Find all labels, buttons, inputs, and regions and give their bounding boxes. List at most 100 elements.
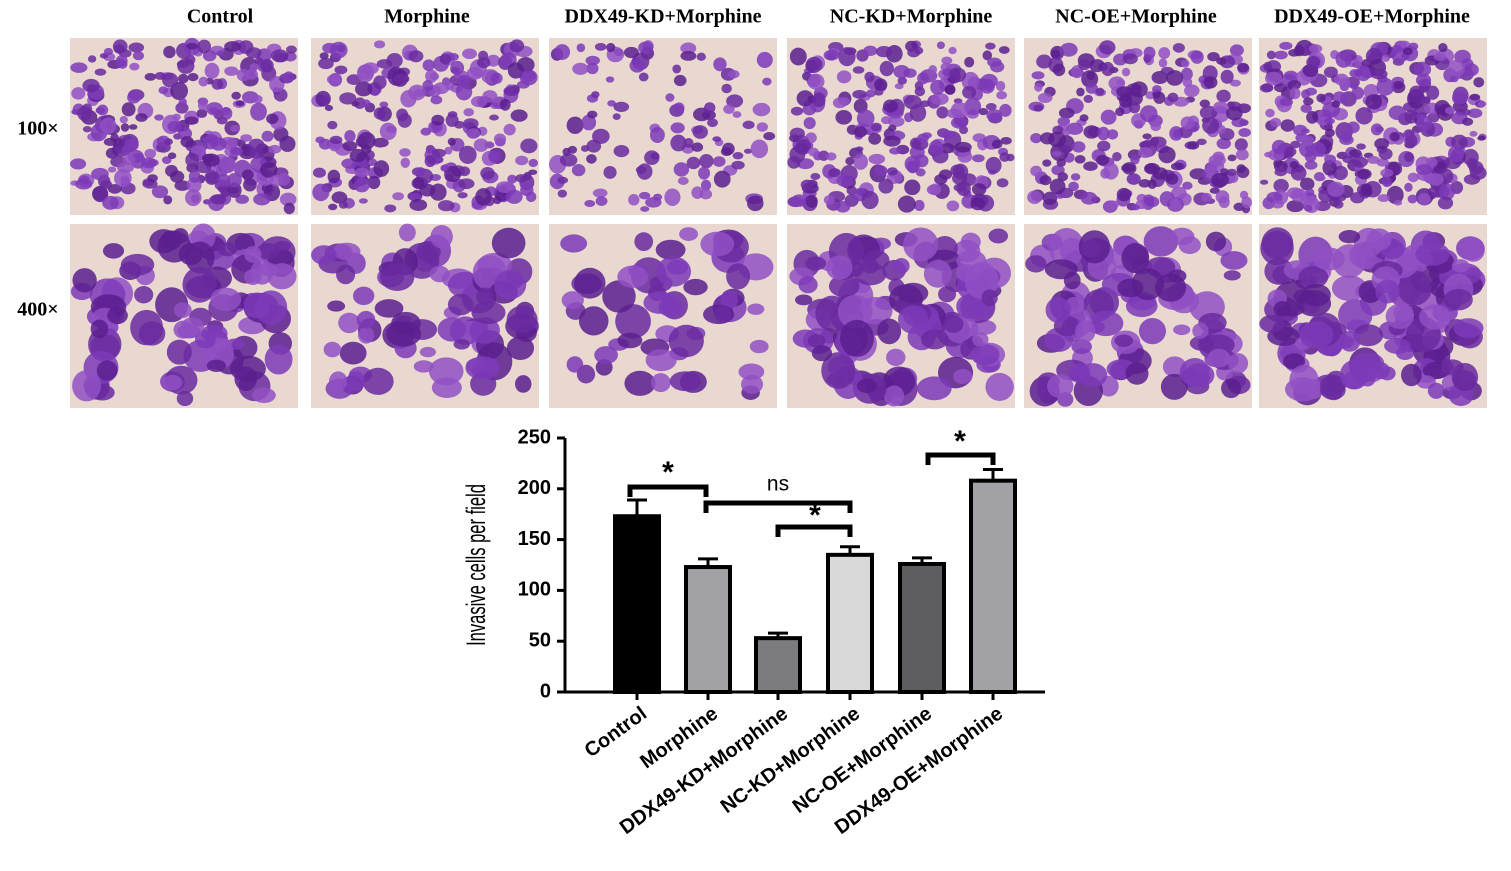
- stained-cell: [628, 194, 640, 206]
- stained-cell: [887, 116, 905, 127]
- stained-cell: [114, 169, 132, 188]
- stained-cell: [1391, 81, 1406, 94]
- stained-cell: [1408, 42, 1419, 51]
- stained-cell: [1235, 148, 1249, 161]
- stained-cell: [1288, 49, 1300, 57]
- stained-cell: [243, 292, 271, 318]
- stained-cell: [455, 83, 473, 101]
- stained-cell: [285, 45, 297, 54]
- stained-cell: [1045, 297, 1071, 323]
- stained-cell: [185, 54, 196, 65]
- stained-cell: [235, 100, 245, 107]
- stained-cell: [261, 183, 273, 193]
- stained-cell: [516, 80, 530, 89]
- stained-cell: [173, 302, 192, 318]
- stained-cell: [1400, 363, 1422, 387]
- stained-cell: [795, 294, 813, 306]
- stained-cell: [185, 189, 202, 207]
- stained-cell: [923, 259, 952, 288]
- stained-cell: [1081, 239, 1101, 258]
- stained-cell: [1279, 98, 1294, 107]
- stained-cell: [865, 89, 876, 98]
- stained-cell: [154, 72, 166, 80]
- stained-cell: [203, 134, 218, 150]
- stained-cell: [680, 42, 697, 54]
- stained-cell: [985, 42, 996, 50]
- stained-cell: [457, 192, 468, 199]
- stained-cell: [311, 245, 337, 265]
- stained-cell: [437, 200, 455, 212]
- stained-cell: [408, 84, 426, 101]
- stained-cell: [170, 81, 189, 101]
- stained-cell: [334, 65, 348, 75]
- stained-cell: [938, 169, 953, 180]
- stained-cell: [1051, 150, 1062, 157]
- stained-cell: [422, 59, 435, 72]
- stained-cell: [1100, 168, 1111, 179]
- micrograph: [549, 224, 777, 408]
- stained-cell: [181, 317, 204, 337]
- stained-cell: [128, 42, 145, 53]
- stained-cell: [1419, 304, 1452, 330]
- stained-cell: [1228, 353, 1249, 374]
- stained-cell: [1425, 157, 1438, 168]
- stained-cell: [803, 117, 816, 130]
- stained-cell: [134, 286, 154, 304]
- stained-cell: [433, 82, 450, 95]
- stained-cell: [1037, 92, 1053, 103]
- stained-cell: [72, 268, 97, 293]
- stained-cell: [1271, 139, 1287, 155]
- stained-cell: [1201, 192, 1212, 203]
- column-label: NC-KD+Morphine: [830, 6, 993, 28]
- stained-cell: [909, 104, 927, 122]
- stained-cell: [919, 100, 931, 108]
- stained-cell: [1153, 91, 1166, 104]
- stained-cell: [1266, 50, 1276, 60]
- stained-cell: [1377, 194, 1390, 203]
- stained-cell: [90, 319, 109, 339]
- stained-cell: [1097, 126, 1110, 141]
- stained-cell: [1097, 140, 1111, 152]
- stained-cell: [1380, 168, 1394, 178]
- stained-cell: [1151, 85, 1162, 94]
- stained-cell: [1376, 77, 1395, 96]
- stained-cell: [1203, 76, 1218, 89]
- stained-cell: [493, 133, 507, 145]
- stained-cell: [445, 113, 459, 127]
- stained-cell: [268, 144, 282, 154]
- stained-cell: [972, 154, 985, 163]
- stained-cell: [279, 192, 297, 207]
- stained-cell: [204, 62, 220, 79]
- stained-cell: [1107, 200, 1119, 209]
- stained-cell: [1199, 334, 1235, 356]
- stained-cell: [1122, 53, 1138, 65]
- stained-cell: [915, 168, 926, 177]
- stained-cell: [749, 339, 769, 354]
- stained-cell: [926, 184, 941, 195]
- stained-cell: [165, 164, 178, 177]
- stained-cell: [1101, 111, 1110, 120]
- stained-cell: [319, 52, 329, 60]
- stained-cell: [985, 372, 1014, 401]
- stained-cell: [995, 80, 1006, 92]
- stained-cell: [1112, 152, 1122, 162]
- stained-cell: [603, 166, 617, 179]
- stained-cell: [243, 178, 257, 192]
- stained-cell: [591, 91, 600, 98]
- stained-cell: [1365, 94, 1383, 110]
- stained-cell: [373, 40, 386, 49]
- stained-cell: [176, 390, 194, 407]
- significance-label: *: [809, 499, 821, 532]
- stained-cell: [1274, 168, 1287, 177]
- stained-cell: [357, 131, 376, 150]
- stained-cell: [279, 135, 296, 152]
- stained-cell: [1192, 323, 1209, 339]
- column-label: DDX49-KD+Morphine: [565, 6, 762, 28]
- stained-cell: [1477, 100, 1487, 108]
- stained-cell: [1378, 148, 1393, 160]
- stained-cell: [1300, 128, 1310, 134]
- stained-cell: [823, 195, 836, 205]
- stained-cell: [1160, 373, 1188, 400]
- stained-cell: [328, 371, 348, 392]
- stained-cell: [429, 183, 447, 201]
